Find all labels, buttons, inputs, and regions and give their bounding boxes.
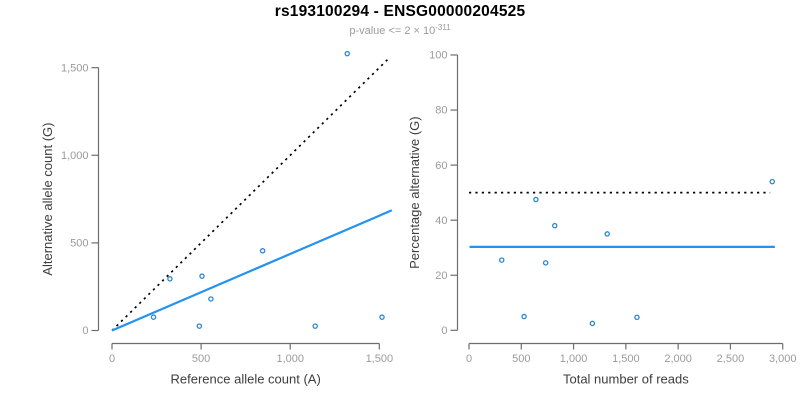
y-tick-label: 500 (70, 238, 88, 250)
y-tick-label: 20 (435, 270, 447, 282)
data-point (769, 178, 776, 185)
x-tick-label: 2,500 (717, 353, 745, 365)
data-point (379, 314, 385, 320)
x-axis-title: Reference allele count (A) (171, 372, 321, 387)
x-tick-label: 0 (109, 353, 115, 365)
y-tick-label: 40 (435, 215, 447, 227)
x-axis-title: Total number of reads (563, 372, 689, 387)
data-point (196, 323, 203, 329)
y-tick-label: 0 (82, 325, 88, 337)
x-tick-label: 1,000 (276, 353, 304, 365)
data-point (634, 314, 640, 321)
x-tick-label: 3,000 (769, 353, 797, 365)
y-axis-title: Percentage alternative (G) (407, 116, 422, 268)
data-point (167, 276, 173, 282)
y-tick-label: 1,000 (61, 150, 89, 162)
y-tick-label: 60 (435, 160, 447, 172)
pvalue-exponent: -311 (435, 23, 451, 32)
x-tick-label: 500 (512, 353, 530, 365)
y-tick-label: 100 (429, 50, 447, 62)
data-point (208, 296, 214, 302)
data-point (199, 273, 205, 279)
data-point (542, 260, 549, 266)
x-tick-label: 1,000 (560, 353, 588, 365)
x-tick-label: 1,500 (612, 353, 640, 365)
x-tick-label: 0 (466, 353, 472, 365)
x-tick-label: 2,000 (664, 353, 692, 365)
y-tick-label: 80 (435, 105, 447, 117)
data-point (344, 50, 351, 57)
fitted-ratio-line (111, 209, 393, 332)
data-point (604, 231, 610, 237)
data-point (589, 320, 596, 327)
data-point (498, 257, 505, 263)
data-point (312, 323, 318, 329)
data-point (533, 196, 539, 203)
data-point (551, 222, 558, 229)
pvalue-text: p-value <= 2 × 10 (349, 25, 436, 37)
figure-title: rs193100294 - ENSG00000204525 (274, 3, 526, 20)
y-axis-title: Alternative allele count (G) (40, 122, 55, 275)
figure-subtitle: p-value <= 2 × 10-311 (0, 23, 800, 37)
y-tick-label: 1,500 (61, 62, 89, 74)
x-tick-label: 1,500 (366, 353, 394, 365)
y-tick-label: 0 (441, 325, 447, 337)
identity-reference-line (111, 57, 390, 332)
data-point (521, 313, 527, 320)
x-tick-label: 500 (192, 353, 210, 365)
data-point (150, 314, 157, 320)
data-point (259, 248, 266, 254)
